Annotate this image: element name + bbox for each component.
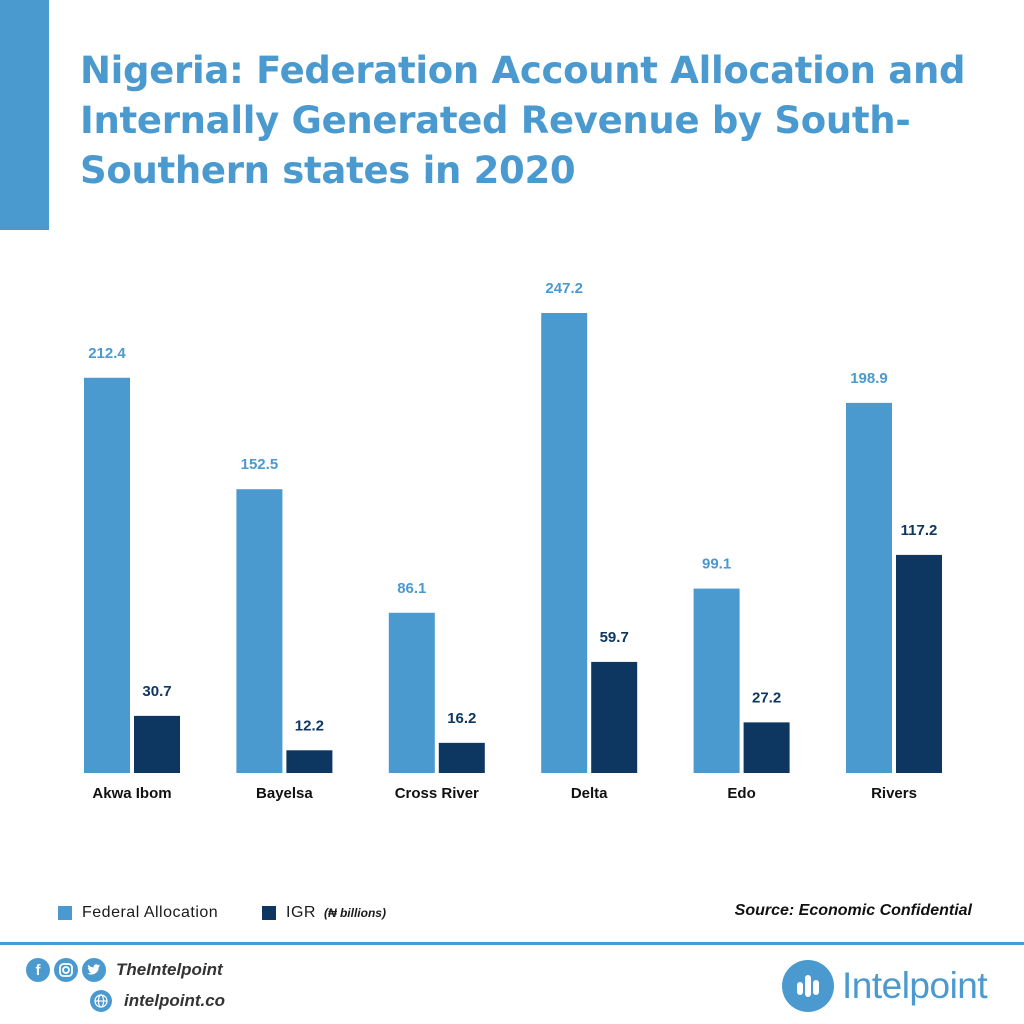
- legend-federal: Federal Allocation: [58, 902, 218, 924]
- accent-bar: [0, 0, 49, 230]
- data-label-igr-5: 117.2: [901, 522, 938, 539]
- legend-label-igr: IGR: [286, 904, 316, 921]
- title-line-1: Nigeria: Federation Account Allocation a…: [80, 49, 966, 92]
- twitter-icon[interactable]: [82, 958, 106, 982]
- category-label-3: Delta: [571, 785, 608, 802]
- bar-federal-0: [84, 377, 130, 773]
- data-label-federal-5: 198.9: [850, 370, 888, 387]
- data-label-igr-4: 27.2: [752, 689, 781, 706]
- chart-title: Nigeria: Federation Account Allocation a…: [80, 46, 1000, 196]
- category-label-1: Bayelsa: [256, 785, 313, 802]
- data-label-federal-3: 247.2: [545, 280, 583, 297]
- bar-igr-4: [743, 722, 790, 773]
- brand-name: Intelpoint: [842, 965, 988, 1006]
- bar-federal-4: [693, 588, 740, 773]
- bar-igr-5: [896, 554, 942, 773]
- data-label-igr-3: 59.7: [600, 629, 629, 646]
- website: intelpoint.co: [90, 990, 225, 1012]
- bar-federal-3: [541, 313, 588, 773]
- category-label-2: Cross River: [395, 785, 479, 802]
- data-label-federal-1: 152.5: [241, 456, 279, 473]
- category-label-0: Akwa Ibom: [92, 785, 171, 802]
- bar-chart: 212.4 30.7 Akwa Ibom 152.5 12.2 Bayelsa 86.1 16…: [84, 280, 942, 802]
- data-label-igr-0: 30.7: [142, 683, 171, 700]
- instagram-icon[interactable]: [54, 958, 78, 982]
- website-link[interactable]: intelpoint.co: [124, 991, 226, 1010]
- globe-icon: [90, 990, 112, 1012]
- legend-igr: IGR (₦ billions): [262, 902, 386, 924]
- category-label-5: Rivers: [871, 785, 917, 802]
- bar-igr-3: [591, 661, 638, 773]
- legend-swatch-federal: [58, 906, 72, 920]
- data-label-federal-4: 99.1: [702, 556, 731, 573]
- social-handles: f TheIntelpoint: [26, 958, 223, 982]
- title-line-2: Internally Generated Revenue by South-: [80, 99, 911, 142]
- brand: Intelpoint: [782, 960, 988, 1012]
- unit-note: (₦ billions): [323, 906, 386, 920]
- data-label-federal-0: 212.4: [88, 345, 126, 362]
- footer-divider: [0, 942, 1024, 945]
- bar-igr-1: [286, 750, 333, 773]
- legend-label-federal: Federal Allocation: [82, 904, 219, 921]
- data-label-federal-2: 86.1: [397, 580, 426, 597]
- intelpoint-logo-icon: [782, 960, 834, 1012]
- legend-swatch-igr: [262, 906, 276, 920]
- bar-federal-2: [388, 612, 435, 773]
- source-note: Source: Economic Confidential: [734, 902, 972, 919]
- social-handle: TheIntelpoint: [116, 960, 223, 979]
- bar-federal-5: [846, 402, 892, 773]
- data-label-igr-1: 12.2: [295, 717, 324, 734]
- bar-igr-2: [438, 742, 485, 773]
- bar-federal-1: [236, 489, 283, 773]
- category-label-4: Edo: [727, 785, 755, 802]
- title-line-3: Southern states in 2020: [80, 149, 576, 192]
- bar-igr-0: [134, 715, 180, 773]
- data-label-igr-2: 16.2: [447, 710, 476, 727]
- facebook-icon[interactable]: f: [26, 958, 50, 982]
